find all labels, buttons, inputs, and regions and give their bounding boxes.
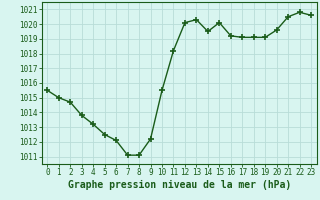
X-axis label: Graphe pression niveau de la mer (hPa): Graphe pression niveau de la mer (hPa) xyxy=(68,180,291,190)
